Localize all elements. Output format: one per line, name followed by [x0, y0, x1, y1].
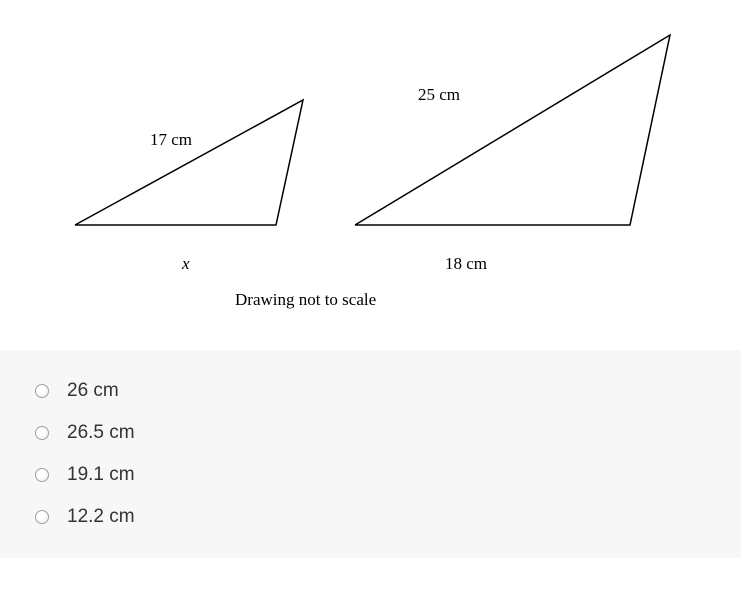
answer-option[interactable]: 12.2 cm	[35, 496, 741, 538]
radio-icon[interactable]	[35, 384, 49, 398]
answer-label: 12.2 cm	[67, 506, 135, 528]
triangle1-base-label: x	[182, 254, 190, 274]
answer-label: 26 cm	[67, 380, 119, 402]
diagram-area: 17 cm x 25 cm 18 cm Drawing not to scale	[0, 0, 741, 320]
answer-label: 19.1 cm	[67, 464, 135, 486]
diagram-caption: Drawing not to scale	[235, 290, 376, 310]
triangle2-hyp-label: 25 cm	[418, 85, 460, 105]
answers-area: 26 cm 26.5 cm 19.1 cm 12.2 cm	[0, 350, 741, 558]
answer-label: 26.5 cm	[67, 422, 135, 444]
triangle2-base-label: 18 cm	[445, 254, 487, 274]
answer-option[interactable]: 26.5 cm	[35, 412, 741, 454]
radio-icon[interactable]	[35, 468, 49, 482]
triangles-svg	[0, 0, 741, 320]
answer-option[interactable]: 26 cm	[35, 370, 741, 412]
answer-option[interactable]: 19.1 cm	[35, 454, 741, 496]
triangle1-hyp-label: 17 cm	[150, 130, 192, 150]
triangle-small	[75, 100, 303, 225]
radio-icon[interactable]	[35, 510, 49, 524]
radio-icon[interactable]	[35, 426, 49, 440]
triangle-large	[355, 35, 670, 225]
